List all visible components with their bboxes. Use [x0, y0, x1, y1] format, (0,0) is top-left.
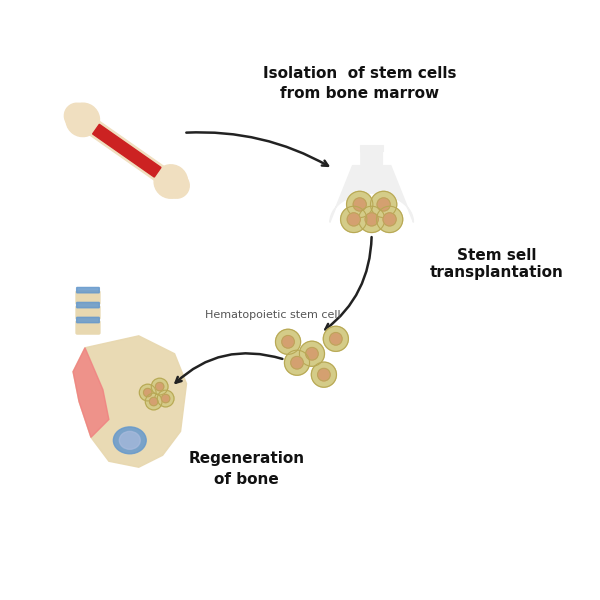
Text: Regeneration: Regeneration [188, 451, 304, 466]
Circle shape [377, 198, 390, 211]
Circle shape [299, 341, 325, 366]
FancyBboxPatch shape [77, 317, 100, 323]
Circle shape [323, 326, 349, 352]
Polygon shape [78, 113, 176, 188]
Circle shape [157, 390, 174, 407]
Circle shape [347, 213, 361, 226]
Circle shape [155, 382, 164, 391]
Circle shape [376, 206, 403, 233]
Ellipse shape [66, 103, 100, 137]
Circle shape [143, 388, 152, 397]
Polygon shape [73, 336, 187, 467]
Text: Isolation  of stem cells: Isolation of stem cells [263, 65, 457, 80]
Circle shape [317, 368, 330, 381]
Ellipse shape [164, 173, 189, 198]
Circle shape [365, 213, 378, 226]
Circle shape [291, 356, 303, 369]
Circle shape [275, 329, 301, 355]
Ellipse shape [154, 165, 188, 198]
Polygon shape [92, 124, 161, 177]
Circle shape [383, 213, 396, 226]
Circle shape [370, 191, 397, 218]
Text: Stem sell
transplantation: Stem sell transplantation [430, 248, 564, 280]
Circle shape [347, 191, 373, 218]
Ellipse shape [119, 431, 140, 449]
FancyBboxPatch shape [77, 302, 100, 308]
FancyBboxPatch shape [76, 306, 100, 319]
Polygon shape [73, 348, 109, 437]
Circle shape [161, 394, 170, 403]
FancyBboxPatch shape [76, 321, 100, 334]
Text: Hematopoietic stem cell: Hematopoietic stem cell [205, 310, 341, 320]
Circle shape [353, 198, 366, 211]
Circle shape [359, 206, 385, 233]
Circle shape [284, 350, 310, 375]
Bar [361, 145, 383, 151]
Circle shape [149, 397, 158, 406]
FancyBboxPatch shape [77, 287, 100, 293]
Polygon shape [330, 151, 413, 223]
Ellipse shape [113, 427, 146, 454]
Circle shape [151, 378, 168, 395]
Text: from bone marrow: from bone marrow [280, 86, 439, 101]
Circle shape [305, 347, 318, 360]
FancyBboxPatch shape [76, 291, 100, 304]
Text: of bone: of bone [214, 472, 278, 487]
Circle shape [282, 335, 295, 348]
Circle shape [311, 362, 337, 387]
Ellipse shape [64, 103, 89, 128]
Circle shape [139, 384, 156, 401]
Circle shape [145, 393, 162, 410]
Circle shape [341, 206, 367, 233]
Circle shape [329, 332, 342, 345]
